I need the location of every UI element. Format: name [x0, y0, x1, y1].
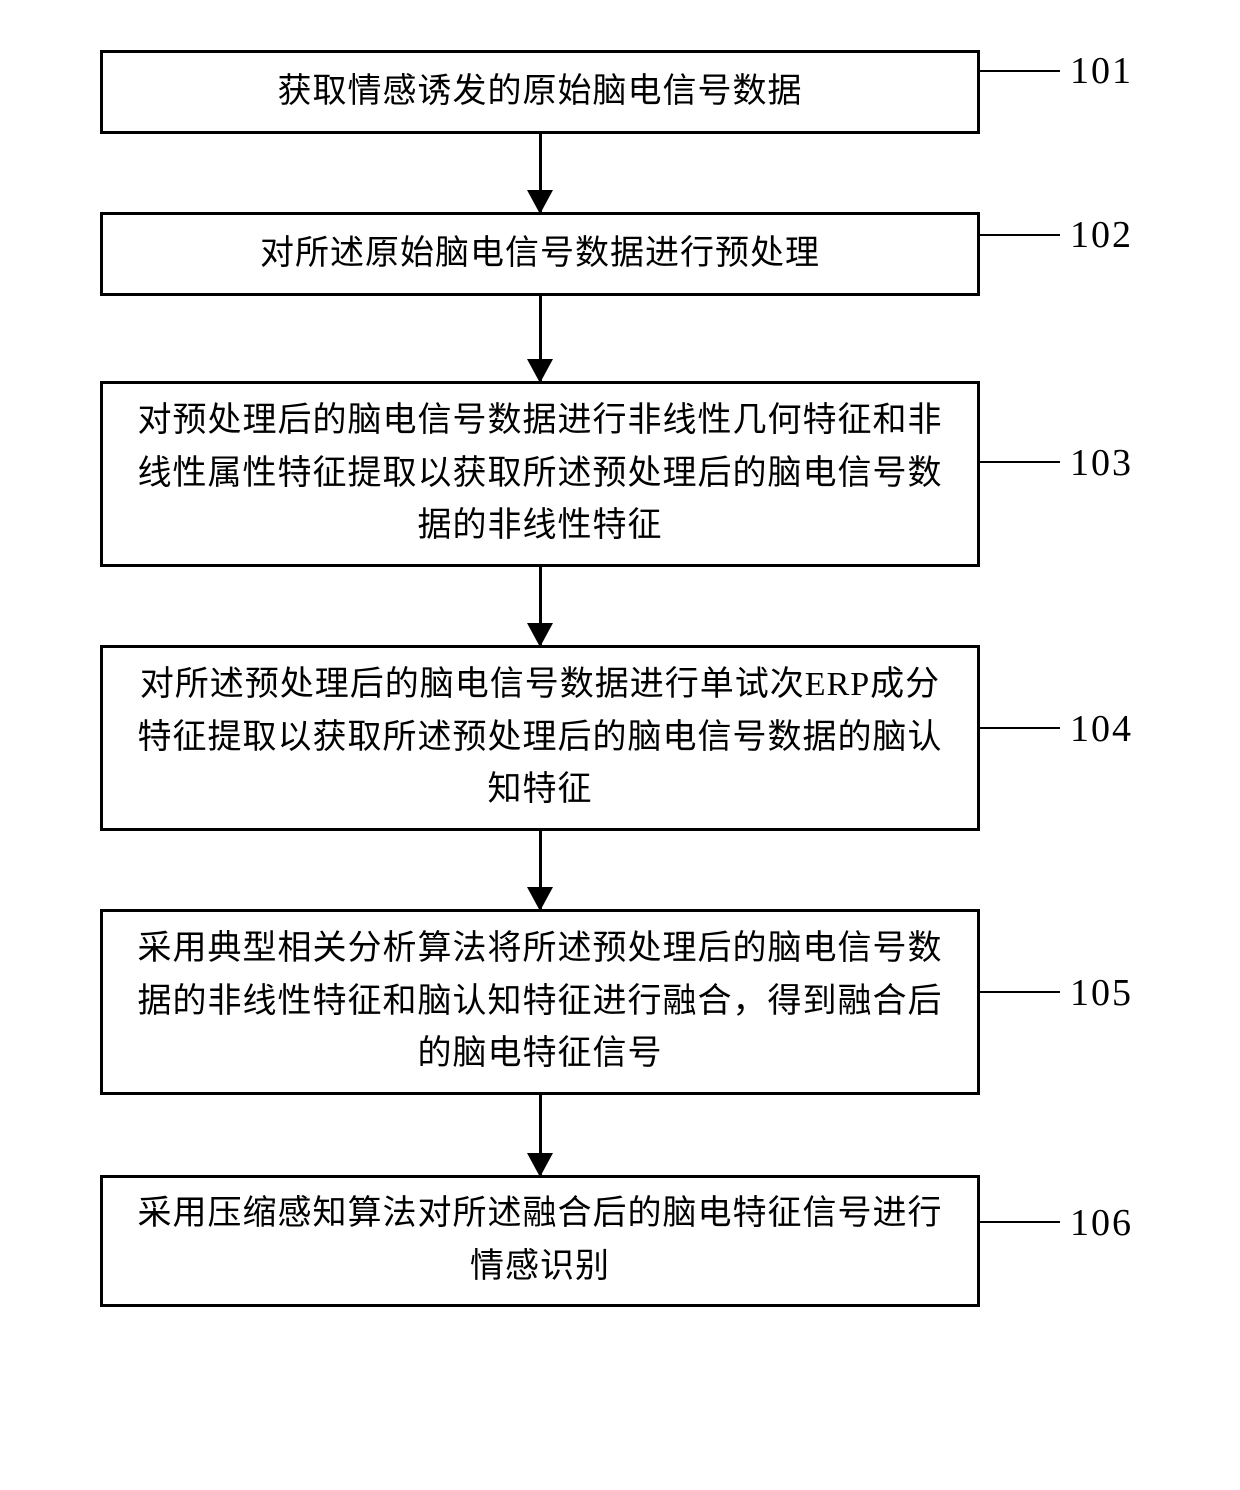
- connector-102: [980, 234, 1060, 236]
- step-text-105: 采用典型相关分析算法将所述预处理后的脑电信号数据的非线性特征和脑认知特征进行融合…: [133, 923, 947, 1081]
- connector-101: [980, 70, 1060, 72]
- step-text-102: 对所述原始脑电信号数据进行预处理: [260, 228, 820, 281]
- connector-106: [980, 1221, 1060, 1223]
- step-container-101: 获取情感诱发的原始脑电信号数据 101: [100, 50, 1140, 134]
- step-container-105: 采用典型相关分析算法将所述预处理后的脑电信号数据的非线性特征和脑认知特征进行融合…: [100, 909, 1140, 1095]
- connector-103: [980, 461, 1060, 463]
- step-box-106: 采用压缩感知算法对所述融合后的脑电特征信号进行情感识别: [100, 1175, 980, 1307]
- arrow-head-2: [527, 359, 553, 383]
- flowchart-container: 获取情感诱发的原始脑电信号数据 101 对所述原始脑电信号数据进行预处理 102…: [100, 50, 1140, 1307]
- step-container-102: 对所述原始脑电信号数据进行预处理 102: [100, 212, 1140, 296]
- arrow-2: [100, 296, 980, 381]
- connector-105: [980, 991, 1060, 993]
- step-box-104: 对所述预处理后的脑电信号数据进行单试次ERP成分特征提取以获取所述预处理后的脑电…: [100, 645, 980, 831]
- step-label-105: 105: [1070, 971, 1133, 1015]
- arrow-1: [100, 134, 980, 212]
- step-container-106: 采用压缩感知算法对所述融合后的脑电特征信号进行情感识别 106: [100, 1175, 1140, 1307]
- connector-104: [980, 727, 1060, 729]
- step-box-101: 获取情感诱发的原始脑电信号数据: [100, 50, 980, 134]
- step-text-101: 获取情感诱发的原始脑电信号数据: [278, 66, 803, 119]
- step-label-104: 104: [1070, 707, 1133, 751]
- step-label-103: 103: [1070, 441, 1133, 485]
- arrow-head-4: [527, 887, 553, 911]
- arrow-5: [100, 1095, 980, 1175]
- arrow-head-3: [527, 623, 553, 647]
- step-container-103: 对预处理后的脑电信号数据进行非线性几何特征和非线性属性特征提取以获取所述预处理后…: [100, 381, 1140, 567]
- step-label-101: 101: [1070, 49, 1133, 93]
- step-text-103: 对预处理后的脑电信号数据进行非线性几何特征和非线性属性特征提取以获取所述预处理后…: [133, 395, 947, 553]
- step-box-102: 对所述原始脑电信号数据进行预处理: [100, 212, 980, 296]
- step-container-104: 对所述预处理后的脑电信号数据进行单试次ERP成分特征提取以获取所述预处理后的脑电…: [100, 645, 1140, 831]
- arrow-head-5: [527, 1153, 553, 1177]
- arrow-3: [100, 567, 980, 645]
- step-box-103: 对预处理后的脑电信号数据进行非线性几何特征和非线性属性特征提取以获取所述预处理后…: [100, 381, 980, 567]
- step-box-105: 采用典型相关分析算法将所述预处理后的脑电信号数据的非线性特征和脑认知特征进行融合…: [100, 909, 980, 1095]
- arrow-head-1: [527, 190, 553, 214]
- step-label-106: 106: [1070, 1201, 1133, 1245]
- step-text-104: 对所述预处理后的脑电信号数据进行单试次ERP成分特征提取以获取所述预处理后的脑电…: [133, 659, 947, 817]
- step-label-102: 102: [1070, 213, 1133, 257]
- step-text-106: 采用压缩感知算法对所述融合后的脑电特征信号进行情感识别: [133, 1188, 947, 1293]
- arrow-4: [100, 831, 980, 909]
